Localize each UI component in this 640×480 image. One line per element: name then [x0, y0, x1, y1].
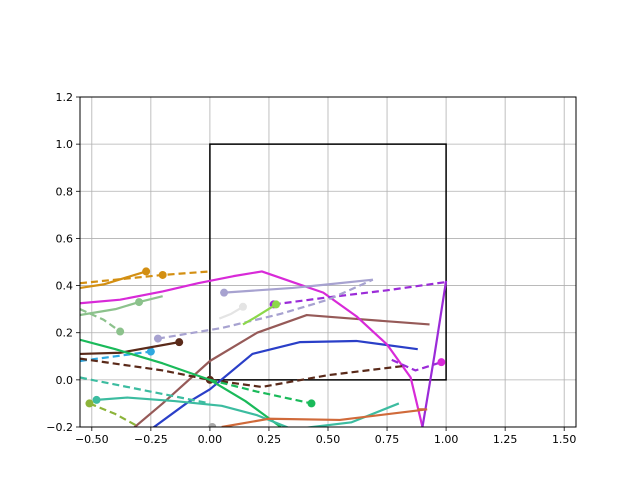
x-tick-label: 0.25: [257, 433, 282, 446]
unit-square: [209, 143, 447, 381]
x-tick-label: 1.50: [552, 433, 577, 446]
series-line-5: [391, 358, 442, 372]
series-marker-7: [220, 288, 229, 297]
series-line-7: [224, 278, 373, 294]
series-line-0: [152, 339, 418, 427]
x-tick-label: 1.25: [493, 433, 518, 446]
series-line-16: [218, 305, 244, 320]
x-tick-label: 0.00: [198, 433, 223, 446]
series-line-18: [80, 338, 282, 427]
series-line-4: [273, 280, 447, 306]
series-line-3: [421, 280, 448, 427]
series-marker-17: [272, 300, 281, 309]
series-marker-22: [85, 399, 94, 408]
series-marker-10: [158, 270, 167, 279]
series-marker-21: [92, 395, 101, 404]
series-line-1: [133, 313, 430, 427]
y-axis: −0.2 0.0 0.2 0.4 0.6 0.8 1.0 1.2: [46, 91, 80, 434]
y-tick-label: 1.2: [56, 91, 74, 104]
y-tick-label: 1.0: [56, 138, 74, 151]
series-marker-9: [142, 267, 151, 276]
x-axis: −0.50 −0.25 0.00 0.25 0.50 0.75 1.00 1.25 1.50: [75, 427, 576, 446]
series-marker-16: [238, 302, 247, 311]
series-line-9: [80, 270, 147, 290]
x-tick-label: 0.50: [316, 433, 341, 446]
series-marker-13: [146, 347, 155, 356]
series-marker-12: [116, 327, 125, 336]
series-line-22: [89, 402, 140, 427]
series-line-17: [242, 303, 277, 326]
series-line-23: [221, 408, 428, 427]
series-line-20: [80, 376, 211, 405]
series-line-11: [80, 295, 163, 317]
series-line-8: [157, 278, 374, 340]
series-line-15: [80, 357, 407, 389]
y-tick-label: 0.8: [56, 185, 74, 198]
series-line-10: [80, 270, 210, 285]
series-marker-25: [208, 423, 217, 427]
plot-area: [80, 143, 448, 427]
y-tick-label: −0.2: [46, 421, 73, 434]
series-line-2: [80, 270, 424, 427]
series-line-19: [209, 378, 312, 405]
series-line-12: [80, 308, 121, 333]
x-tick-label: 1.00: [434, 433, 459, 446]
y-tick-label: 0.2: [56, 327, 74, 340]
series-marker-6: [437, 358, 446, 367]
y-tick-label: 0.6: [56, 232, 74, 245]
x-tick-label: −0.50: [75, 433, 109, 446]
x-tick-label: 0.75: [375, 433, 400, 446]
y-tick-label: 0.0: [56, 374, 74, 387]
series-marker-11: [135, 298, 144, 307]
series-marker-8: [153, 334, 162, 343]
series-marker-14: [175, 338, 184, 347]
series-line-14: [80, 341, 180, 356]
y-tick-label: 0.4: [56, 280, 74, 293]
series-line-21: [96, 396, 400, 427]
series-marker-19: [307, 399, 316, 408]
x-tick-label: −0.25: [134, 433, 168, 446]
